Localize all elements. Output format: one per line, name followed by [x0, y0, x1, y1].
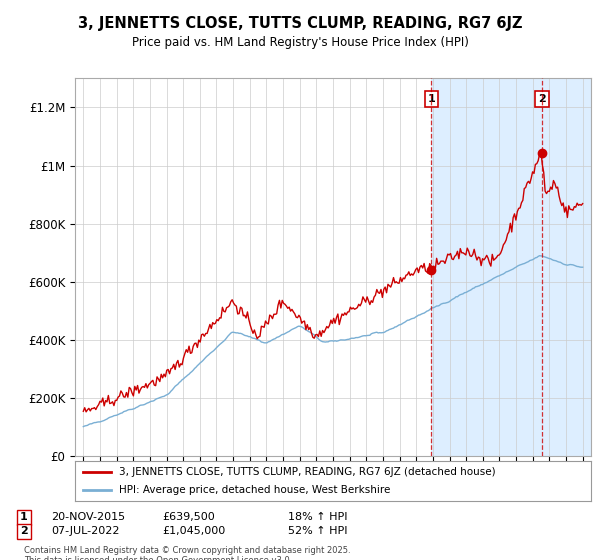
Text: Contains HM Land Registry data © Crown copyright and database right 2025.
This d: Contains HM Land Registry data © Crown c… [24, 546, 350, 560]
Text: 52% ↑ HPI: 52% ↑ HPI [288, 526, 347, 536]
Text: Price paid vs. HM Land Registry's House Price Index (HPI): Price paid vs. HM Land Registry's House … [131, 36, 469, 49]
Text: 3, JENNETTS CLOSE, TUTTS CLUMP, READING, RG7 6JZ: 3, JENNETTS CLOSE, TUTTS CLUMP, READING,… [78, 16, 522, 31]
Text: 2: 2 [20, 526, 28, 536]
Text: 18% ↑ HPI: 18% ↑ HPI [288, 512, 347, 522]
Bar [431, 78, 600, 456]
Text: 1: 1 [427, 94, 435, 104]
Text: £1,045,000: £1,045,000 [162, 526, 225, 536]
Text: 1: 1 [20, 512, 28, 522]
Text: 07-JUL-2022: 07-JUL-2022 [51, 526, 119, 536]
Text: HPI: Average price, detached house, West Berkshire: HPI: Average price, detached house, West… [119, 486, 390, 495]
Text: 20-NOV-2015: 20-NOV-2015 [51, 512, 125, 522]
Text: 3, JENNETTS CLOSE, TUTTS CLUMP, READING, RG7 6JZ (detached house): 3, JENNETTS CLOSE, TUTTS CLUMP, READING,… [119, 467, 496, 477]
Text: 2: 2 [538, 94, 546, 104]
Text: £639,500: £639,500 [162, 512, 215, 522]
